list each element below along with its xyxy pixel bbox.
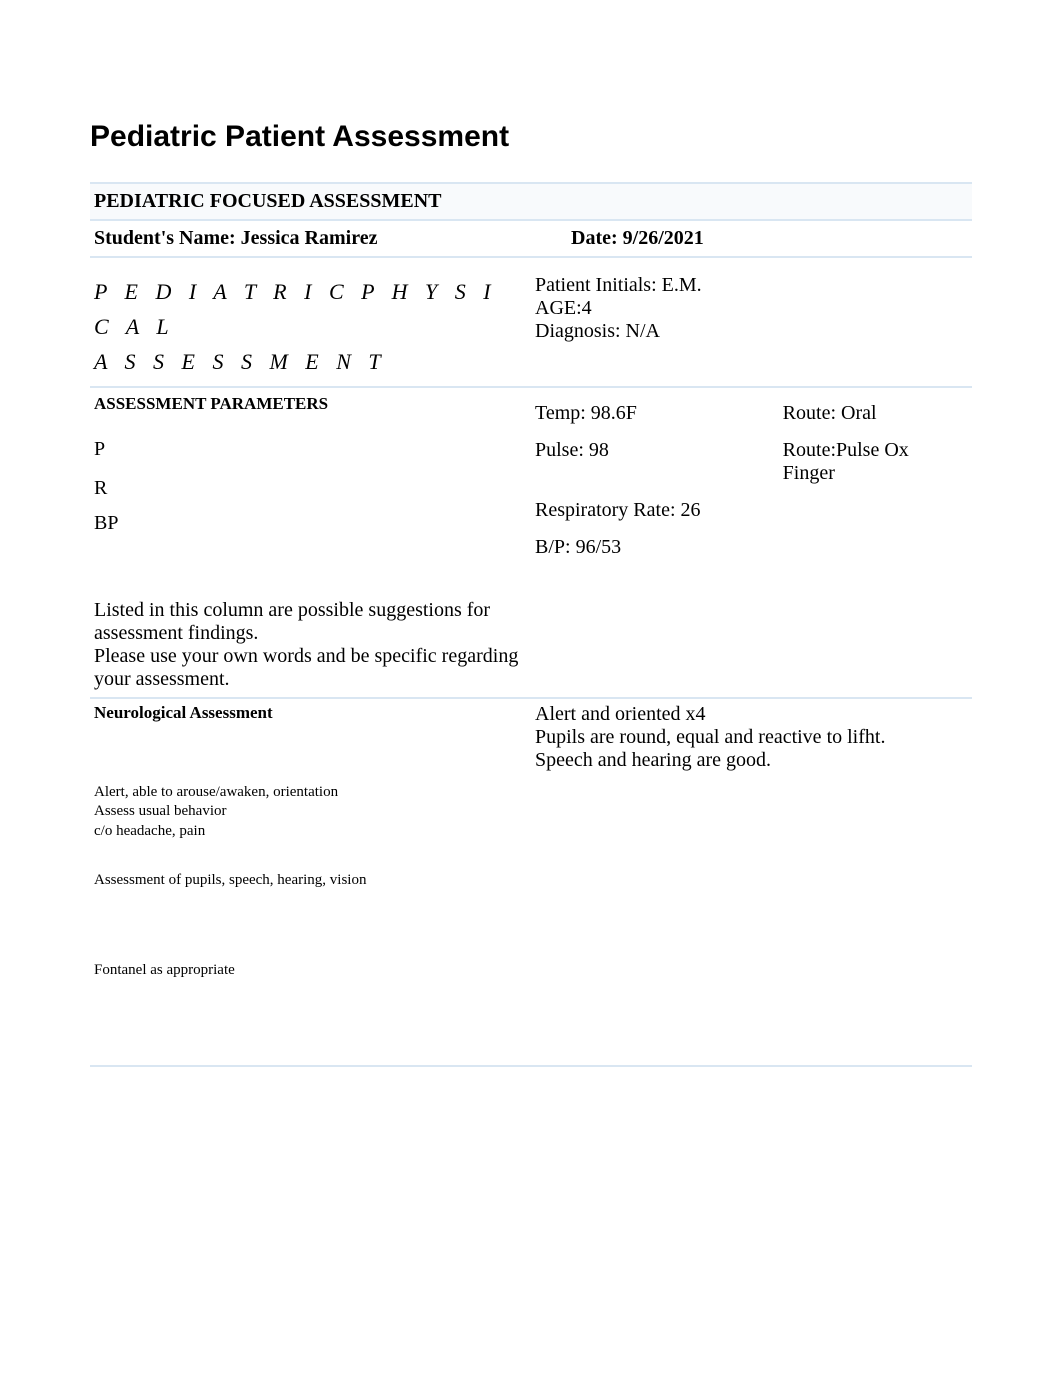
vital-resp-rate: Respiratory Rate: 26 (535, 499, 962, 522)
assessment-parameters-heading: ASSESSMENT PARAMETERS (94, 394, 521, 414)
param-bp: BP (94, 512, 521, 535)
neuro-guide-3: Fontanel as appropriate (94, 961, 521, 981)
neuro-heading: Neurological Assessment (94, 703, 521, 723)
neuro-guide-1: Alert, able to arouse/awaken, orientatio… (94, 783, 521, 842)
patient-age: AGE:4 (535, 297, 962, 320)
column-instructions: Listed in this column are possible sugge… (90, 579, 531, 698)
neuro-finding-3: Speech and hearing are good. (535, 749, 962, 772)
param-r: R (94, 477, 521, 500)
vital-temp-route: Route: Oral (783, 402, 962, 425)
vital-pulse: Pulse: 98 (535, 439, 783, 485)
page-title: Pediatric Patient Assessment (90, 120, 972, 154)
param-p: P (94, 438, 521, 461)
neuro-finding-1: Alert and oriented x4 (535, 703, 962, 726)
student-name: Student's Name: Jessica Ramirez (90, 220, 531, 257)
vital-temp: Temp: 98.6F (535, 402, 783, 425)
vital-bp: B/P: 96/53 (535, 536, 962, 559)
scripted-title-line1: P E D I A T R I C P H Y S I C A L (94, 274, 521, 344)
assessment-table: PEDIATRIC FOCUSED ASSESSMENT Student's N… (90, 182, 972, 1079)
section-heading: PEDIATRIC FOCUSED ASSESSMENT (90, 183, 972, 220)
scripted-title-line2: A S S E S S M E N T (94, 344, 521, 379)
patient-initials: Patient Initials: E.M. (535, 274, 962, 297)
neuro-guide-2: Assessment of pupils, speech, hearing, v… (94, 871, 521, 891)
vital-pulse-route: Route:Pulse Ox Finger (783, 439, 962, 485)
patient-diagnosis: Diagnosis: N/A (535, 320, 962, 343)
neuro-finding-2: Pupils are round, equal and reactive to … (535, 726, 962, 749)
assessment-date: Date: 9/26/2021 (531, 220, 972, 257)
